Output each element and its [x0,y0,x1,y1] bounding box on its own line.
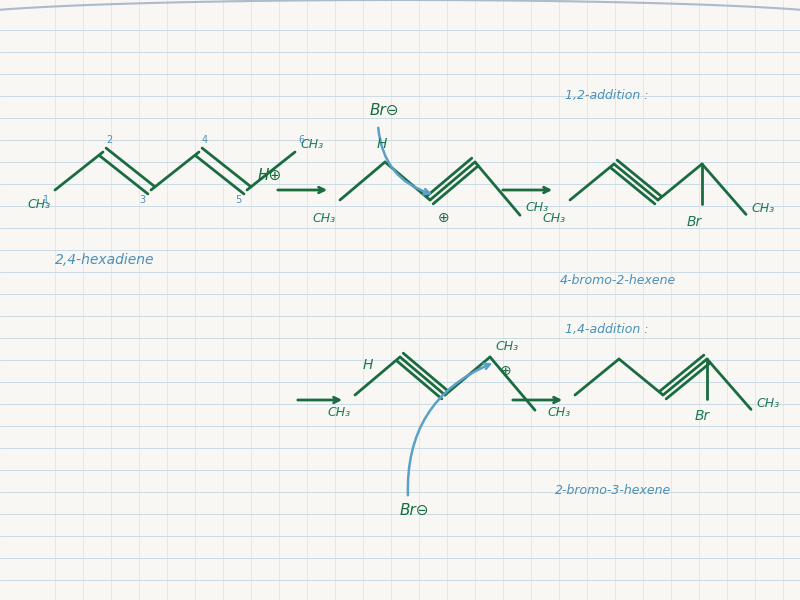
Text: H: H [363,358,374,372]
Text: CH₃: CH₃ [547,407,570,419]
Text: H: H [377,137,387,151]
Text: 1,2-addition :: 1,2-addition : [565,88,649,101]
Text: CH₃: CH₃ [751,202,774,215]
Text: Br: Br [687,215,702,229]
Text: CH₃: CH₃ [756,397,779,410]
Text: 4-bromo-2-hexene: 4-bromo-2-hexene [560,274,676,286]
Text: CH₃: CH₃ [525,200,548,214]
Text: CH₃: CH₃ [300,137,323,151]
Text: Br⊖: Br⊖ [400,503,430,517]
Text: 1,4-addition :: 1,4-addition : [565,323,649,337]
Text: 2-bromo-3-hexene: 2-bromo-3-hexene [555,484,671,497]
Text: 6: 6 [298,135,304,145]
Text: 2: 2 [106,135,112,145]
Text: 1: 1 [43,195,49,205]
Text: CH₃: CH₃ [312,211,335,224]
Text: Br: Br [695,409,710,423]
Text: Br⊖: Br⊖ [370,103,399,118]
Text: 3: 3 [139,195,145,205]
Text: ⊕: ⊕ [500,364,512,378]
Text: 2,4-hexadiene: 2,4-hexadiene [55,253,154,267]
Text: CH₃: CH₃ [495,340,518,353]
Text: 5: 5 [235,195,242,205]
Text: ⊕: ⊕ [438,211,450,225]
Text: 4: 4 [202,135,208,145]
Text: CH₃: CH₃ [327,407,350,419]
Text: H⊕: H⊕ [258,167,282,182]
Text: CH₃: CH₃ [542,211,565,224]
Text: CH₃: CH₃ [27,199,50,211]
